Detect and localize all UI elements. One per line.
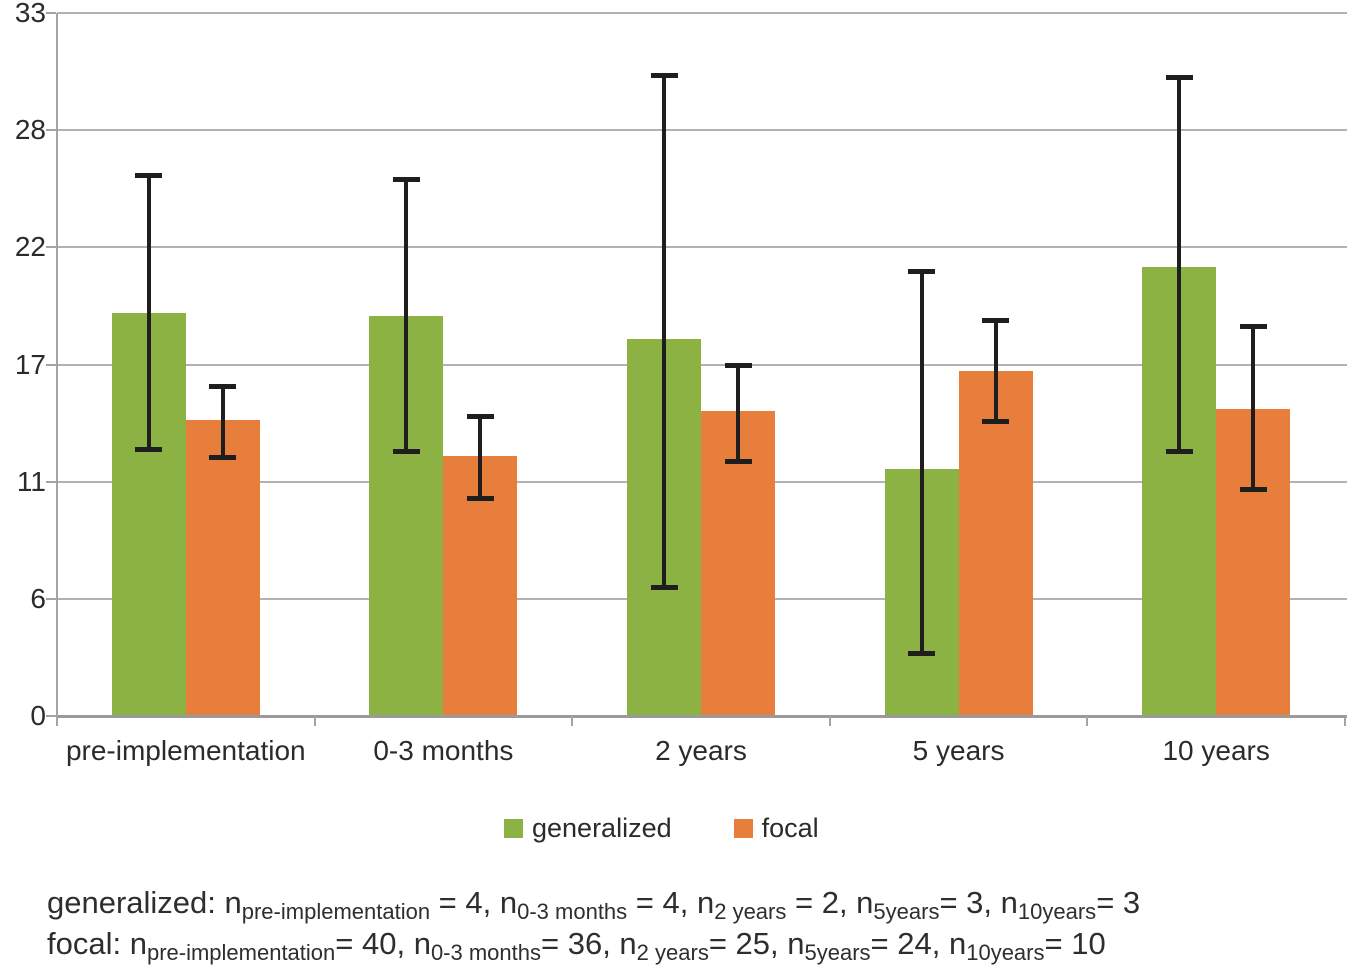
y-axis-label: 11 bbox=[16, 465, 46, 497]
error-bar-focal-pre-implementation bbox=[220, 385, 225, 459]
x-axis-category-label: 5 years bbox=[912, 735, 1005, 766]
y-axis-tick bbox=[46, 363, 56, 366]
footer-text: = 40, n bbox=[335, 926, 431, 961]
error-bar-generalized-5-years-bottom-cap bbox=[908, 651, 936, 657]
footer-text: = 25, n bbox=[708, 926, 805, 961]
footer-subscript: 0-3 months bbox=[517, 899, 628, 924]
footer-text: focal: n bbox=[47, 926, 147, 961]
y-axis-label: 28 bbox=[14, 114, 46, 146]
footer-line-2: focal: npre-implementation= 40, n0-3 mon… bbox=[47, 925, 1140, 966]
x-axis-tick bbox=[313, 716, 316, 726]
y-axis-label: 17 bbox=[14, 348, 46, 380]
x-axis-tick bbox=[571, 716, 574, 726]
gridline bbox=[57, 12, 1347, 14]
x-axis-tick bbox=[56, 716, 58, 726]
x-axis-category-label: 2 years bbox=[655, 735, 747, 766]
error-bar-focal-10-years-bottom-cap bbox=[1239, 487, 1267, 493]
footer-subscript: 10years bbox=[1017, 899, 1097, 924]
legend-label-generalized: generalized bbox=[532, 813, 672, 843]
error-bar-focal-pre-implementation-top-cap bbox=[209, 383, 237, 389]
footer-text: = 3 bbox=[1096, 885, 1141, 920]
bar-focal-pre-implementation bbox=[185, 419, 260, 715]
error-bar-generalized-10-years bbox=[1177, 76, 1182, 452]
footer-text: = 4, n bbox=[627, 885, 715, 920]
footer-text: = 10 bbox=[1044, 926, 1106, 961]
y-axis-label: 0 bbox=[30, 700, 46, 731]
footer-subscript: 5years bbox=[804, 940, 871, 965]
y-axis-tick bbox=[46, 246, 56, 249]
x-axis-tick bbox=[828, 716, 831, 726]
legend-item-focal: focal bbox=[733, 813, 819, 844]
x-axis-category-label: 0-3 months bbox=[373, 735, 514, 766]
x-axis-line bbox=[56, 715, 1347, 718]
error-bar-focal-0-3-months-top-cap bbox=[466, 413, 494, 419]
footer-subscript: 5years bbox=[873, 899, 940, 924]
error-bar-generalized-10-years-bottom-cap bbox=[1165, 448, 1193, 454]
footer-text: = 2, n bbox=[786, 885, 874, 920]
legend-label-focal: focal bbox=[761, 813, 819, 843]
error-bar-generalized-2-years-bottom-cap bbox=[650, 585, 678, 591]
error-bar-focal-2-years bbox=[736, 364, 740, 463]
error-bar-focal-5-years-top-cap bbox=[982, 317, 1010, 323]
error-bar-focal-0-3-months-bottom-cap bbox=[466, 495, 494, 501]
error-bar-focal-5-years bbox=[993, 319, 998, 422]
x-axis-category-label: pre-implementation bbox=[65, 735, 306, 766]
error-bar-focal-2-years-bottom-cap bbox=[724, 459, 752, 465]
footer-text: generalized: n bbox=[47, 885, 242, 920]
legend-item-generalized: generalized bbox=[504, 813, 672, 844]
error-bar-generalized-pre-implementation bbox=[146, 174, 151, 450]
footer-text: = 4, n bbox=[430, 885, 518, 920]
y-axis-tick bbox=[46, 715, 56, 717]
error-bar-generalized-10-years-top-cap bbox=[1165, 74, 1193, 80]
error-bar-generalized-pre-implementation-top-cap bbox=[135, 172, 163, 178]
error-bar-generalized-2-years bbox=[662, 74, 666, 589]
bar-focal-5-years bbox=[958, 370, 1033, 715]
error-bar-generalized-0-3-months-bottom-cap bbox=[392, 448, 420, 454]
footer-subscript: pre-implementation bbox=[241, 899, 431, 924]
gridline bbox=[57, 363, 1347, 366]
gridline bbox=[57, 246, 1347, 249]
legend-swatch-generalized bbox=[504, 819, 523, 838]
y-axis-tick bbox=[46, 480, 56, 483]
footer-line-1: generalized: npre-implementation = 4, n0… bbox=[47, 884, 1140, 925]
gridline bbox=[57, 129, 1347, 132]
error-bar-generalized-5-years bbox=[919, 270, 924, 655]
footer-subscript: pre-implementation bbox=[146, 940, 336, 965]
error-bar-generalized-0-3-months-top-cap bbox=[392, 177, 420, 183]
error-bar-generalized-5-years-top-cap bbox=[908, 268, 936, 274]
y-axis-label: 33 bbox=[14, 0, 46, 28]
chart-legend: generalized focal bbox=[504, 813, 819, 844]
y-axis-tick bbox=[46, 129, 56, 132]
y-axis-label: 22 bbox=[14, 231, 46, 263]
footer-subscript: 10years bbox=[966, 940, 1045, 965]
error-bar-focal-5-years-bottom-cap bbox=[982, 419, 1010, 425]
error-bar-focal-10-years bbox=[1251, 326, 1256, 491]
y-axis-label: 6 bbox=[30, 582, 46, 614]
x-axis-category-label: 10 years bbox=[1162, 735, 1270, 766]
error-bar-focal-0-3-months bbox=[478, 415, 483, 499]
y-axis-line bbox=[56, 13, 58, 716]
legend-swatch-focal bbox=[733, 819, 753, 838]
footer-subscript: 0-3 months bbox=[430, 940, 541, 965]
x-axis-tick bbox=[1086, 716, 1089, 726]
x-axis-tick bbox=[1344, 716, 1346, 726]
footer-subscript: 2 years bbox=[714, 899, 787, 924]
footer-text: = 3, n bbox=[939, 885, 1018, 920]
error-bar-focal-10-years-top-cap bbox=[1239, 324, 1267, 330]
error-bar-generalized-0-3-months bbox=[404, 179, 409, 452]
footer-subscript: 2 years bbox=[636, 940, 709, 965]
footer-text: = 24, n bbox=[870, 926, 967, 961]
y-axis-tick bbox=[46, 597, 56, 600]
error-bar-focal-2-years-top-cap bbox=[724, 362, 752, 368]
error-bar-generalized-2-years-top-cap bbox=[650, 72, 678, 78]
error-bar-generalized-pre-implementation-bottom-cap bbox=[135, 446, 163, 452]
y-axis-tick bbox=[46, 12, 56, 14]
error-bar-focal-pre-implementation-bottom-cap bbox=[209, 455, 237, 461]
sample-size-note: generalized: npre-implementation = 4, n0… bbox=[47, 884, 1140, 966]
footer-text: = 36, n bbox=[541, 926, 637, 961]
